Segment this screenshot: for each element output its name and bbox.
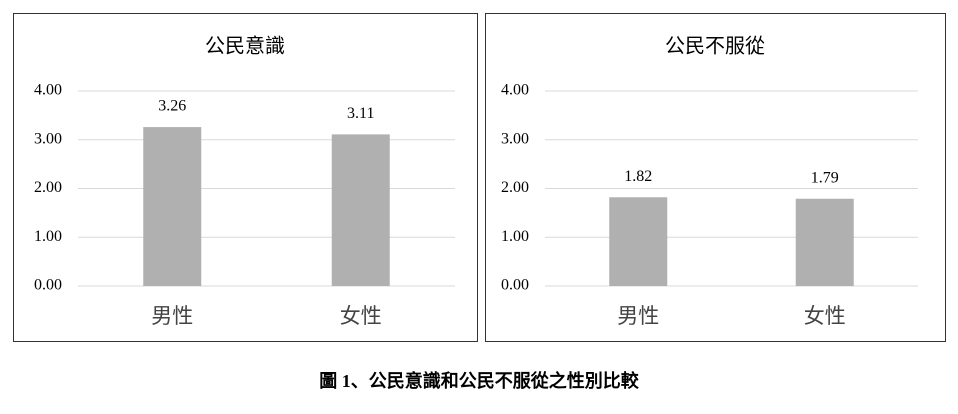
x-tick-label: 男性 <box>151 304 193 328</box>
x-tick-label: 女性 <box>340 304 382 328</box>
y-tick-label: 4.00 <box>501 82 529 99</box>
y-tick-label: 2.00 <box>501 179 529 196</box>
y-tick-label: 0.00 <box>34 277 62 294</box>
value-label: 3.26 <box>158 98 186 115</box>
value-label: 1.82 <box>624 168 652 185</box>
caption: 圖 1、公民意識和公民不服從之性別比較 <box>319 370 639 391</box>
y-tick-label: 1.00 <box>34 228 62 245</box>
y-tick-label: 3.00 <box>34 130 62 147</box>
x-tick-label: 男性 <box>617 304 659 328</box>
bar <box>143 127 202 286</box>
chart-title: 公民意識 <box>205 35 285 58</box>
bar <box>609 197 668 286</box>
value-label: 3.11 <box>347 105 374 122</box>
chart-frame <box>485 13 946 342</box>
chart-title: 公民不服從 <box>665 35 765 58</box>
value-label: 1.79 <box>811 169 839 186</box>
y-tick-label: 0.00 <box>501 277 529 294</box>
y-tick-label: 1.00 <box>501 228 529 245</box>
y-tick-label: 4.00 <box>34 82 62 99</box>
x-tick-label: 女性 <box>804 304 846 328</box>
chart-frame <box>13 13 478 342</box>
y-tick-label: 3.00 <box>501 130 529 147</box>
bar <box>331 134 390 286</box>
y-tick-label: 2.00 <box>34 179 62 196</box>
bar <box>795 198 854 286</box>
